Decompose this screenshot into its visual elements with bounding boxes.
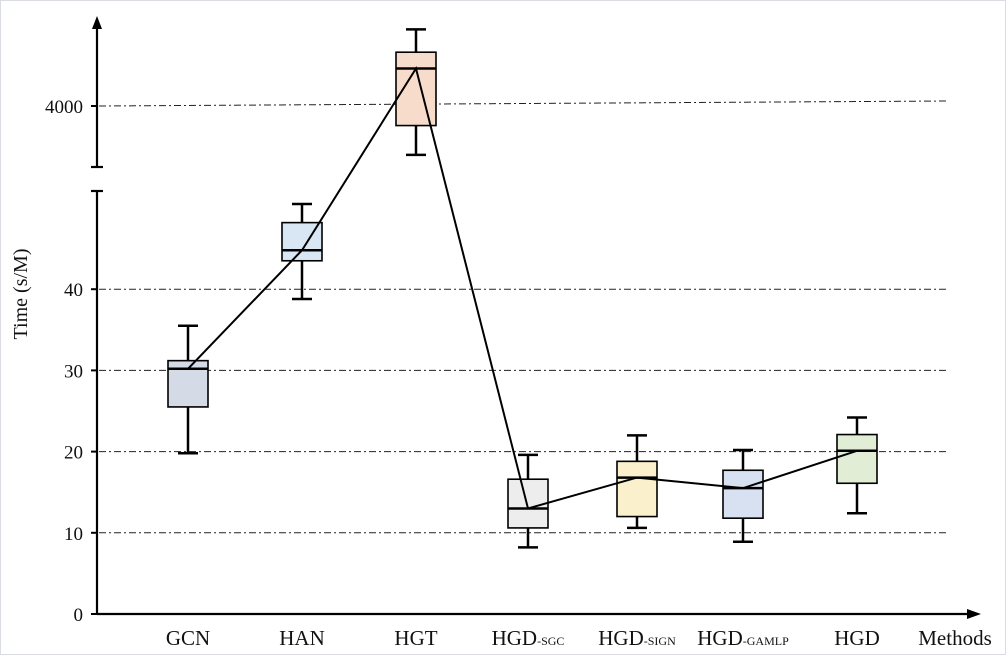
y-tick-label: 40 bbox=[64, 280, 83, 301]
grid-line bbox=[98, 100, 950, 107]
grid-lines bbox=[98, 100, 950, 534]
box-5 bbox=[722, 448, 764, 543]
box-0 bbox=[167, 324, 209, 455]
median-trend-line bbox=[187, 66, 858, 510]
iqr-box bbox=[395, 51, 437, 127]
iqr-box bbox=[507, 478, 549, 529]
x-category-label: HGD-SIGN bbox=[598, 626, 676, 650]
y-tick-label: 20 bbox=[64, 443, 83, 464]
y-tick-label: 4000 bbox=[45, 97, 83, 118]
axes bbox=[91, 16, 981, 619]
iqr-box bbox=[722, 469, 764, 519]
box-3 bbox=[507, 453, 549, 549]
boxes bbox=[167, 28, 878, 549]
x-category-label: HGT bbox=[394, 626, 437, 650]
median-line bbox=[187, 66, 858, 510]
box-4 bbox=[616, 434, 658, 530]
y-axis-title: Time (s/M) bbox=[10, 249, 32, 340]
y-tick-label: 30 bbox=[64, 361, 83, 382]
iqr-box bbox=[616, 460, 658, 518]
x-category-label: HGD-SGC bbox=[492, 626, 565, 650]
x-axis-arrow bbox=[967, 609, 981, 619]
iqr-box bbox=[836, 433, 878, 485]
box-6 bbox=[836, 416, 878, 515]
y-axis-arrow bbox=[92, 16, 102, 29]
x-category-label: GCN bbox=[166, 626, 210, 650]
x-category-labels: GCN HAN HGT HGD-SGC HGD-SIGN HGD-GAMLP HGD bbox=[166, 626, 880, 650]
y-tick-labels: 0 10 20 30 40 4000 bbox=[45, 97, 97, 626]
x-category-label: HGD-GAMLP bbox=[697, 626, 789, 650]
y-tick-label: 0 bbox=[74, 605, 84, 626]
x-axis-title: Methods bbox=[918, 626, 992, 650]
y-tick-label: 10 bbox=[64, 524, 83, 545]
x-category-label: HAN bbox=[279, 626, 325, 650]
x-category-label: HGD bbox=[834, 626, 880, 650]
